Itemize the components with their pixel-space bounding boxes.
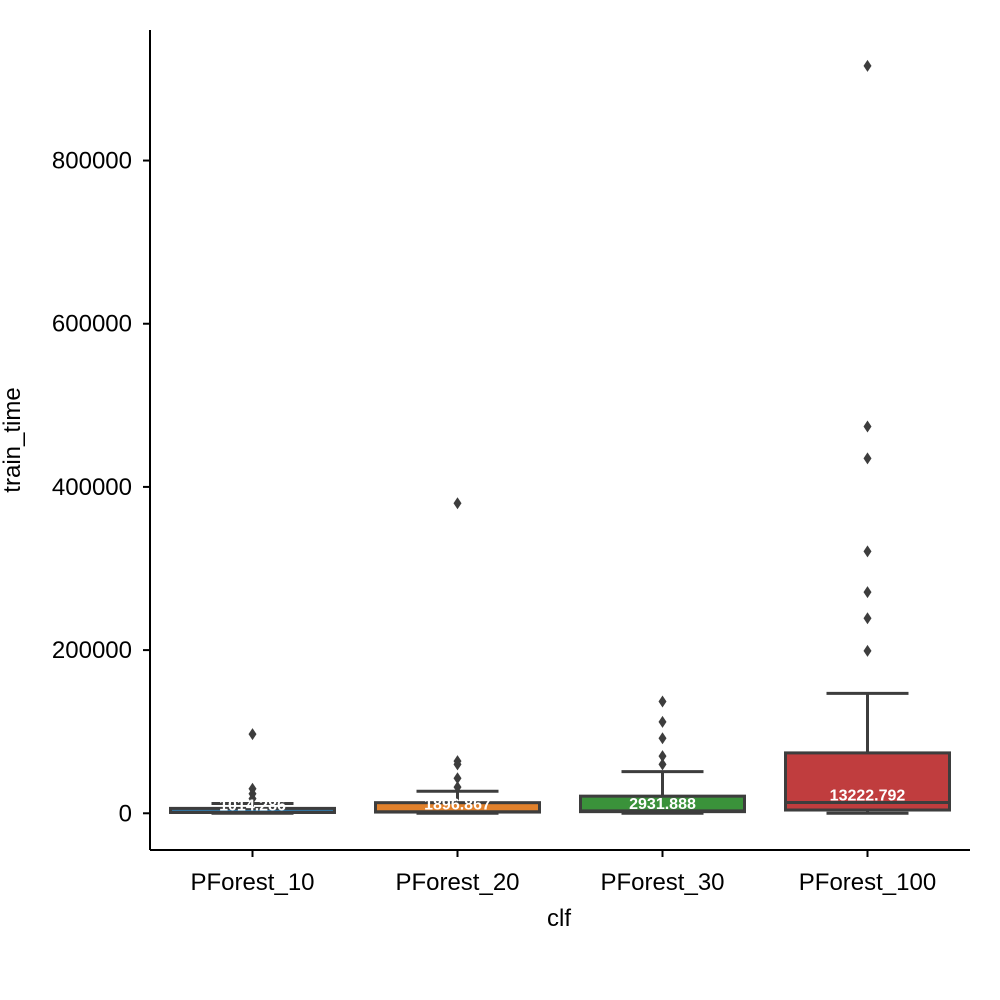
box-PForest_30: 2931.888 (579, 695, 746, 815)
outlier-point (453, 758, 462, 771)
outlier-point (863, 644, 872, 657)
outlier-point (863, 586, 872, 599)
outlier-point (248, 792, 257, 805)
outlier-point (863, 59, 872, 72)
outlier-point (453, 781, 462, 794)
y-tick-label: 600000 (52, 311, 132, 338)
median-value-label: 13222.792 (830, 787, 906, 804)
median-value-label: 1896.867 (424, 797, 491, 814)
median-value-label: 1014.286 (219, 797, 286, 814)
outlier-point (658, 715, 667, 728)
y-axis-title: train_time (0, 387, 26, 492)
median-value-label: 2931.888 (629, 796, 696, 813)
x-axis-title: clf (547, 905, 571, 932)
y-tick-label: 200000 (52, 637, 132, 664)
box-PForest_20: 1896.867 (374, 497, 541, 815)
outlier-point (658, 695, 667, 708)
outlier-point (863, 545, 872, 558)
x-tick-label: PForest_100 (799, 869, 936, 896)
outlier-point (658, 750, 667, 763)
x-tick-label: PForest_10 (190, 869, 314, 896)
box-iqr (784, 751, 951, 812)
x-tick-label: PForest_30 (600, 869, 724, 896)
y-tick-label: 0 (119, 800, 132, 827)
y-tick-label: 400000 (52, 474, 132, 501)
outlier-point (658, 732, 667, 745)
outlier-point (863, 612, 872, 625)
outlier-point (863, 420, 872, 433)
outlier-point (248, 728, 257, 741)
outlier-point (453, 497, 462, 510)
y-tick-label: 800000 (52, 148, 132, 175)
x-tick-label: PForest_20 (395, 869, 519, 896)
plot-area: 1014.286 1896.867 2931.888 13222.792 (169, 59, 951, 815)
y-axis: 0 200000 400000 600000 800000 (52, 30, 151, 850)
box-PForest_10: 1014.286 (169, 728, 336, 815)
outlier-point (863, 452, 872, 465)
box-PForest_100: 13222.792 (784, 59, 951, 815)
outlier-point (453, 772, 462, 785)
outlier-point (658, 758, 667, 771)
x-axis: PForest_10 PForest_20 PForest_30 PForest_10… (150, 849, 970, 896)
